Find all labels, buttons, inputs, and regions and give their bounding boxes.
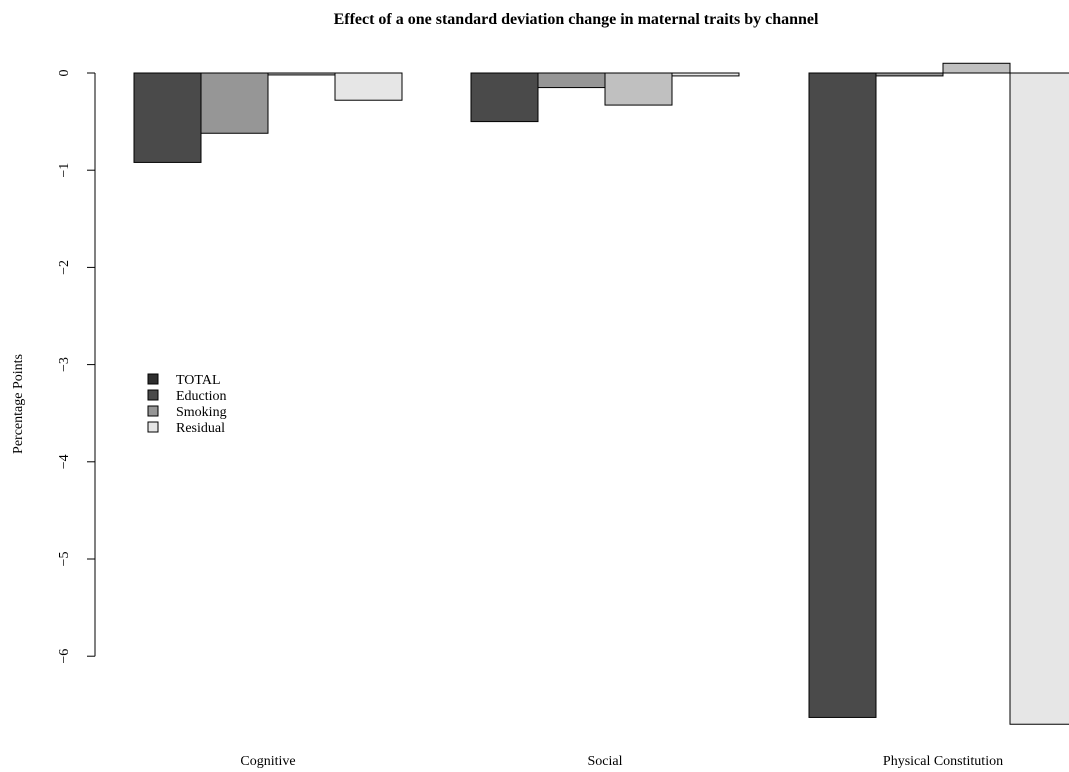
legend-swatch-2 xyxy=(147,405,159,417)
bar-2-1 xyxy=(875,72,944,77)
legend-label-1: Eduction xyxy=(176,389,227,404)
legend-label-3: Residual xyxy=(176,421,225,436)
y-tick-label-0: 0 xyxy=(57,70,72,77)
y-tick-label-2: −2 xyxy=(57,260,72,275)
y-axis-label: Percentage Points xyxy=(11,354,26,454)
y-tick-label-6: −6 xyxy=(57,649,72,664)
y-tick-label-5: −5 xyxy=(57,552,72,567)
bar-0-0 xyxy=(133,72,202,163)
bar-1-0 xyxy=(470,72,539,123)
y-tick-label-4: −4 xyxy=(57,454,72,469)
bar-0-3 xyxy=(334,72,403,101)
y-tick-label-1: −1 xyxy=(57,163,72,178)
bar-2-2 xyxy=(942,62,1011,74)
legend-swatch-0 xyxy=(147,373,159,385)
bar-2-3 xyxy=(1009,72,1069,725)
bar-1-1 xyxy=(537,72,606,89)
bar-2-0 xyxy=(808,72,877,718)
y-axis: 0 −1 −2 −3 −4 −5 −6 xyxy=(57,70,96,664)
chart-title: Effect of a one standard deviation chang… xyxy=(334,11,819,28)
bar-1-3 xyxy=(671,72,740,77)
bars-group xyxy=(133,62,1069,725)
category-label-0: Cognitive xyxy=(240,754,295,769)
legend-swatch-3 xyxy=(147,421,159,433)
legend-label-0: TOTAL xyxy=(176,373,221,388)
bar-1-2 xyxy=(604,72,673,106)
legend-label-2: Smoking xyxy=(176,405,227,420)
legend-swatch-1 xyxy=(147,389,159,401)
category-labels: Cognitive Social Physical Constitution xyxy=(240,754,1003,769)
bar-0-2 xyxy=(267,72,336,76)
category-label-2: Physical Constitution xyxy=(883,754,1003,769)
y-tick-label-3: −3 xyxy=(57,357,72,372)
category-label-1: Social xyxy=(588,754,623,769)
bar-0-1 xyxy=(200,72,269,134)
